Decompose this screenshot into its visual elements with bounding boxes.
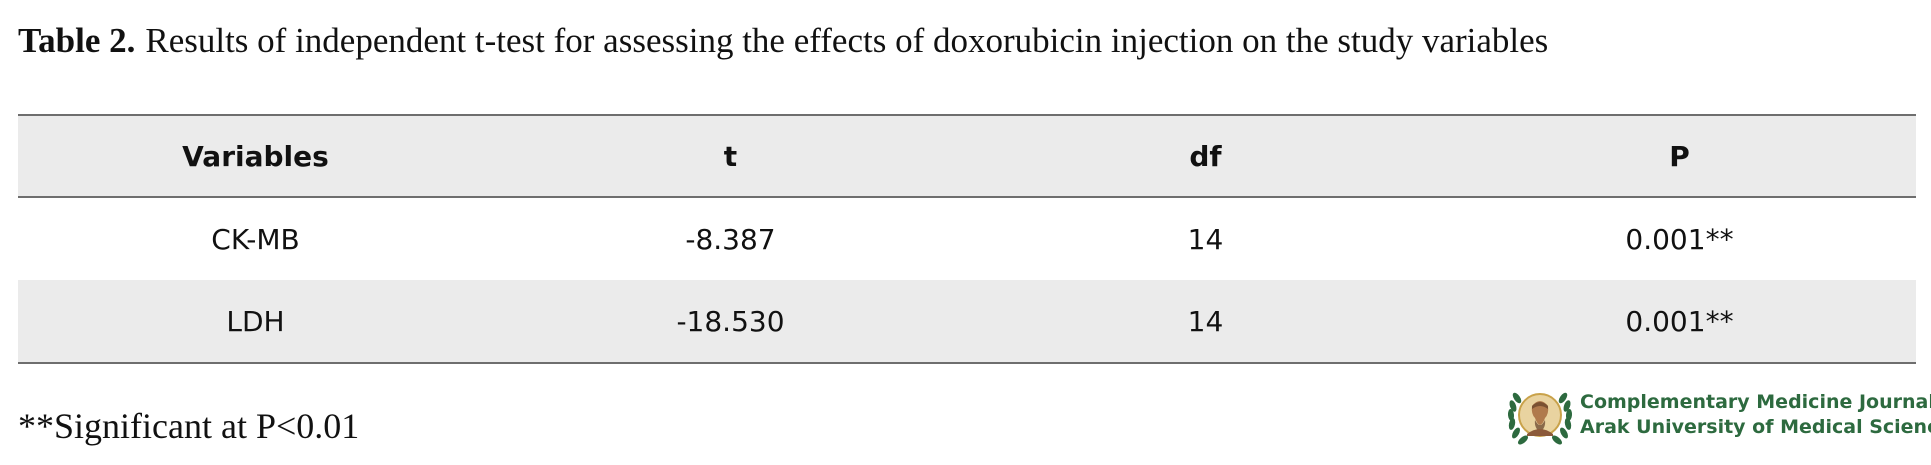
table-row: LDH -18.530 14 0.001** bbox=[18, 280, 1916, 364]
cell-df: 14 bbox=[1187, 222, 1224, 256]
cell-df: 14 bbox=[968, 280, 1443, 364]
results-table: Variables t df P CK-MB -8.387 14 0.001**… bbox=[18, 114, 1916, 364]
logo-line-university: Arak University of Medical Sciences bbox=[1580, 416, 1931, 438]
cell-t: -18.530 bbox=[493, 280, 968, 364]
header-p: P bbox=[1443, 114, 1916, 198]
table-row: CK-MB -8.387 14 0.001** bbox=[18, 197, 1916, 280]
cell-variable: LDH bbox=[18, 280, 493, 364]
cell-p: 0.001** bbox=[1625, 222, 1734, 256]
logo-text: Complementary Medicine Journal Arak Univ… bbox=[1580, 390, 1931, 440]
cell-variable: CK-MB bbox=[211, 222, 300, 256]
laurel-wreath-portrait-icon bbox=[1505, 384, 1575, 450]
header-variables: Variables bbox=[18, 114, 493, 198]
caption-label: Table 2. bbox=[18, 21, 136, 60]
logo-line-journal: Complementary Medicine Journal bbox=[1580, 391, 1931, 413]
cell-p: 0.001** bbox=[1443, 280, 1916, 364]
header-t: t bbox=[493, 114, 968, 198]
footnote: **Significant at P<0.01 bbox=[18, 406, 360, 446]
table-caption: Table 2. Results of independent t-test fo… bbox=[18, 18, 1548, 64]
journal-logo: Complementary Medicine Journal Arak Univ… bbox=[1505, 384, 1931, 450]
cell-t: -8.387 bbox=[685, 222, 776, 256]
header-df: df bbox=[968, 114, 1443, 198]
caption-text: Results of independent t-test for assess… bbox=[145, 21, 1549, 60]
table-header-row: Variables t df P bbox=[18, 114, 1916, 198]
